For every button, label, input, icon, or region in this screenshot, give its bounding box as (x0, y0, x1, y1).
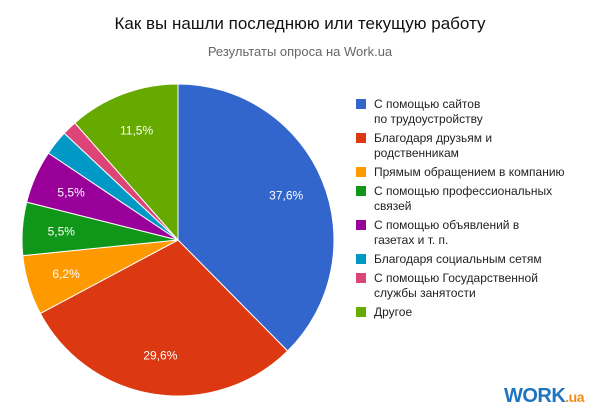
legend-label-3-line-0: С помощью профессиональных (374, 184, 553, 198)
legend-swatch-2 (356, 167, 366, 177)
pie-label-1: 29,6% (143, 349, 177, 363)
legend-item-3: С помощью профессиональных связей (356, 184, 592, 214)
legend-swatch-4 (356, 220, 366, 230)
pie-label-3: 5,5% (48, 225, 76, 239)
legend-item-6: С помощью Государственной службы занятост… (356, 271, 592, 301)
legend-item-2: Прямым обращением в компанию (356, 165, 592, 180)
pie-label-4: 5,5% (57, 186, 85, 200)
legend-label-4-line-0: С помощью объявлений в (374, 218, 520, 232)
legend-swatch-1 (356, 133, 366, 143)
work-ua-logo: WORK.ua (503, 385, 585, 408)
legend-swatch-7 (356, 307, 366, 317)
logo-suffix-text: .ua (565, 389, 584, 405)
legend-label-6-line-1: службы занятости (374, 286, 476, 300)
chart-subtitle: Результаты опроса на Work.ua (207, 44, 393, 59)
legend-item-7: Другое (356, 305, 592, 320)
pie-label-2: 6,2% (52, 267, 80, 281)
legend-label-0-line-1: по трудоустройству (374, 112, 483, 126)
legend-label-2-line-0: Прямым обращением в компанию (374, 165, 565, 179)
legend-label-5-line-0: Благодаря социальным сетям (374, 252, 542, 266)
legend-label-7-line-0: Другое (374, 305, 413, 319)
pie-slice-7 (74, 83, 179, 242)
legend-item-4: С помощью объявлений в газетах и т. п. (356, 218, 592, 248)
legend-swatch-0 (356, 99, 366, 109)
legend-swatch-5 (356, 254, 366, 264)
legend-item-0: С помощью сайтов по трудоустройству (356, 97, 592, 127)
pie-label-7: 11,5% (120, 124, 153, 138)
legend-label-1-line-1: родственникам (374, 146, 459, 160)
legend-label-4-line-1: газетах и т. п. (374, 233, 449, 247)
pie-slice-0 (177, 83, 335, 352)
legend-item-1: Благодаря друзьям и родственникам (356, 131, 592, 161)
chart-title: Как вы нашли последнюю или текущую работ… (114, 14, 486, 33)
legend-item-5: Благодаря социальным сетям (356, 252, 592, 267)
pie-slice-1 (39, 239, 289, 397)
legend-label-6-line-0: С помощью Государственной (374, 271, 538, 285)
logo-main-text: WORK (503, 385, 566, 407)
legend-swatch-3 (356, 186, 366, 196)
legend: С помощью сайтов по трудоустройству Благод… (356, 97, 592, 324)
legend-label-3-line-1: связей (374, 199, 412, 213)
pie-labels: 37,6% 29,6% 6,2% 5,5% 5,5% 11,5% (48, 124, 304, 363)
legend-label-1-line-0: Благодаря друзьям и (374, 131, 493, 145)
pie-slices (21, 83, 335, 397)
pie-label-0: 37,6% (269, 189, 303, 203)
legend-label-0-line-0: С помощью сайтов (374, 97, 481, 111)
legend-swatch-6 (356, 273, 366, 283)
